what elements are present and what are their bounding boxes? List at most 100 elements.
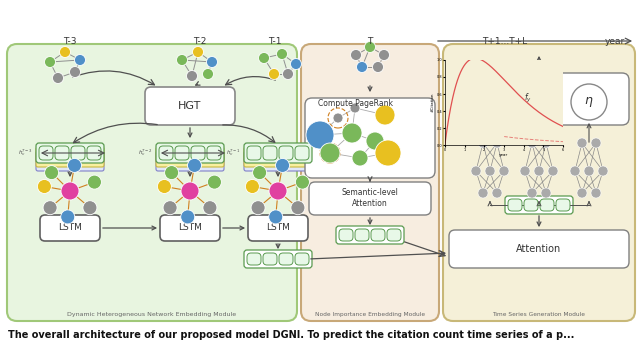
FancyBboxPatch shape: [207, 146, 221, 160]
FancyBboxPatch shape: [36, 143, 104, 163]
Text: T: T: [367, 37, 372, 45]
FancyBboxPatch shape: [263, 253, 277, 265]
FancyBboxPatch shape: [301, 44, 439, 321]
Circle shape: [472, 84, 508, 120]
Circle shape: [202, 69, 214, 79]
Text: $\mu$: $\mu$: [485, 95, 495, 109]
FancyBboxPatch shape: [244, 143, 312, 163]
Circle shape: [584, 166, 594, 176]
Circle shape: [70, 66, 81, 77]
FancyBboxPatch shape: [55, 146, 69, 160]
Circle shape: [591, 188, 601, 198]
FancyBboxPatch shape: [355, 229, 369, 241]
Circle shape: [45, 57, 56, 68]
Circle shape: [598, 166, 608, 176]
FancyBboxPatch shape: [39, 146, 53, 160]
Text: $h_v^{T-3}$: $h_v^{T-3}$: [18, 148, 33, 158]
Circle shape: [527, 138, 537, 148]
Circle shape: [296, 175, 309, 189]
Text: LSTM: LSTM: [178, 224, 202, 232]
FancyBboxPatch shape: [505, 196, 573, 214]
Text: Compute PageRank: Compute PageRank: [318, 98, 393, 107]
FancyBboxPatch shape: [556, 199, 570, 211]
Circle shape: [164, 166, 179, 180]
FancyBboxPatch shape: [247, 253, 261, 265]
Circle shape: [571, 84, 607, 120]
Circle shape: [60, 46, 70, 57]
Circle shape: [67, 158, 81, 172]
Circle shape: [259, 53, 269, 64]
Circle shape: [45, 166, 59, 180]
Text: $h_v^{T-1}$: $h_v^{T-1}$: [226, 148, 241, 158]
FancyBboxPatch shape: [247, 146, 261, 160]
Circle shape: [163, 201, 177, 215]
Circle shape: [527, 188, 537, 198]
Circle shape: [471, 166, 481, 176]
Text: T-1: T-1: [268, 37, 282, 45]
FancyBboxPatch shape: [244, 151, 312, 171]
FancyBboxPatch shape: [449, 73, 629, 125]
FancyBboxPatch shape: [443, 44, 635, 321]
Text: Dynamic Heterogeneous Network Embedding Module: Dynamic Heterogeneous Network Embedding …: [67, 312, 237, 317]
Circle shape: [375, 105, 395, 125]
Circle shape: [186, 70, 198, 82]
X-axis label: year: year: [499, 153, 509, 158]
Circle shape: [61, 182, 79, 200]
Circle shape: [74, 54, 86, 65]
FancyBboxPatch shape: [263, 146, 277, 160]
FancyBboxPatch shape: [540, 199, 554, 211]
Circle shape: [351, 49, 362, 61]
Circle shape: [577, 188, 587, 198]
Circle shape: [372, 61, 383, 73]
FancyBboxPatch shape: [160, 215, 220, 241]
Circle shape: [521, 84, 557, 120]
FancyBboxPatch shape: [175, 146, 189, 160]
Circle shape: [306, 121, 334, 149]
Circle shape: [485, 166, 495, 176]
Circle shape: [366, 132, 384, 150]
FancyBboxPatch shape: [339, 229, 353, 241]
Circle shape: [83, 201, 97, 215]
Circle shape: [203, 201, 217, 215]
Circle shape: [157, 179, 172, 193]
Circle shape: [375, 140, 401, 166]
FancyBboxPatch shape: [244, 250, 312, 268]
Text: Node Importance Embedding Module: Node Importance Embedding Module: [315, 312, 425, 317]
Text: LSTM: LSTM: [58, 224, 82, 232]
FancyBboxPatch shape: [309, 182, 431, 215]
FancyBboxPatch shape: [191, 146, 205, 160]
Circle shape: [492, 138, 502, 148]
Circle shape: [276, 49, 287, 60]
Text: $\sigma$: $\sigma$: [534, 95, 544, 109]
FancyBboxPatch shape: [244, 147, 312, 167]
Text: $h_v^{T-2}$: $h_v^{T-2}$: [138, 148, 153, 158]
Text: $\eta$: $\eta$: [584, 95, 594, 109]
Circle shape: [541, 188, 551, 198]
Text: LSTM: LSTM: [266, 224, 290, 232]
Circle shape: [320, 143, 340, 163]
Circle shape: [478, 188, 488, 198]
Circle shape: [88, 175, 101, 189]
Circle shape: [188, 158, 202, 172]
FancyBboxPatch shape: [145, 87, 235, 125]
Y-axis label: #Citation: #Citation: [431, 93, 435, 112]
Circle shape: [350, 103, 360, 113]
Circle shape: [253, 166, 267, 180]
FancyBboxPatch shape: [156, 147, 224, 167]
Circle shape: [577, 138, 587, 148]
Text: Attention: Attention: [516, 244, 562, 254]
FancyBboxPatch shape: [449, 230, 629, 268]
Circle shape: [193, 46, 204, 57]
FancyBboxPatch shape: [156, 143, 224, 163]
Circle shape: [207, 57, 218, 68]
Circle shape: [570, 166, 580, 176]
Text: HGT: HGT: [179, 101, 202, 111]
Circle shape: [207, 175, 221, 189]
Circle shape: [378, 49, 390, 61]
FancyBboxPatch shape: [7, 44, 297, 321]
FancyBboxPatch shape: [295, 253, 309, 265]
Circle shape: [269, 182, 287, 200]
Circle shape: [342, 123, 362, 143]
FancyBboxPatch shape: [295, 146, 309, 160]
Circle shape: [534, 166, 544, 176]
